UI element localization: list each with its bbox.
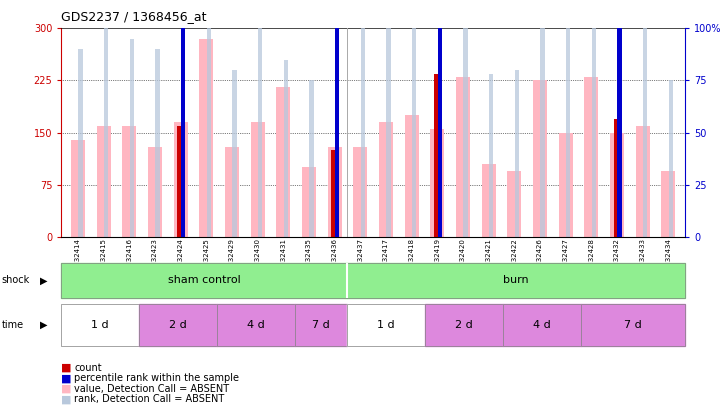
Bar bbox=[207, 0, 211, 237]
Bar bbox=[217, 304, 295, 346]
Text: 2 d: 2 d bbox=[455, 320, 473, 330]
Bar bbox=[430, 129, 444, 237]
Text: shock: shock bbox=[1, 275, 30, 286]
Text: GDS2237 / 1368456_at: GDS2237 / 1368456_at bbox=[61, 10, 207, 23]
Bar bbox=[438, 0, 442, 237]
Bar bbox=[347, 304, 425, 346]
Bar bbox=[515, 70, 519, 237]
Bar bbox=[566, 0, 570, 237]
Bar bbox=[276, 87, 291, 237]
Text: 2 d: 2 d bbox=[169, 320, 187, 330]
Bar bbox=[581, 304, 685, 346]
Bar bbox=[482, 164, 495, 237]
Bar bbox=[584, 77, 598, 237]
Bar bbox=[404, 115, 419, 237]
Text: sham control: sham control bbox=[168, 275, 241, 286]
Text: ■: ■ bbox=[61, 373, 72, 383]
Bar bbox=[360, 0, 365, 237]
Bar bbox=[177, 126, 184, 237]
Text: 4 d: 4 d bbox=[533, 320, 551, 330]
Bar bbox=[347, 304, 425, 346]
Text: ▶: ▶ bbox=[40, 320, 47, 330]
Bar bbox=[425, 304, 503, 346]
Bar bbox=[61, 304, 139, 346]
Bar bbox=[635, 126, 650, 237]
Bar bbox=[295, 304, 347, 346]
Bar bbox=[309, 81, 314, 237]
Text: 7 d: 7 d bbox=[624, 320, 642, 330]
Bar bbox=[412, 0, 416, 237]
Bar bbox=[610, 133, 624, 237]
Bar bbox=[617, 0, 622, 237]
Bar bbox=[425, 304, 503, 346]
Text: ■: ■ bbox=[61, 363, 72, 373]
Bar bbox=[283, 60, 288, 237]
Bar bbox=[581, 304, 685, 346]
Bar bbox=[540, 0, 544, 237]
Bar bbox=[489, 74, 493, 237]
Bar bbox=[379, 122, 393, 237]
Text: percentile rank within the sample: percentile rank within the sample bbox=[74, 373, 239, 383]
Bar bbox=[353, 147, 367, 237]
Bar bbox=[507, 171, 521, 237]
Bar bbox=[614, 119, 620, 237]
Text: ▶: ▶ bbox=[40, 275, 47, 286]
Text: 7 d: 7 d bbox=[312, 320, 330, 330]
Text: ■: ■ bbox=[61, 394, 72, 404]
Bar bbox=[386, 0, 391, 237]
Text: rank, Detection Call = ABSENT: rank, Detection Call = ABSENT bbox=[74, 394, 224, 404]
Text: count: count bbox=[74, 363, 102, 373]
Bar bbox=[174, 122, 187, 237]
Bar bbox=[503, 304, 581, 346]
Text: burn: burn bbox=[503, 275, 528, 286]
Bar bbox=[643, 0, 647, 237]
Bar bbox=[347, 263, 685, 298]
Bar bbox=[592, 0, 596, 237]
Bar bbox=[104, 28, 108, 237]
Bar bbox=[181, 0, 185, 237]
Bar bbox=[434, 74, 441, 237]
Bar bbox=[148, 147, 162, 237]
Bar bbox=[123, 126, 136, 237]
Bar bbox=[327, 147, 342, 237]
Bar bbox=[71, 140, 85, 237]
Bar bbox=[464, 0, 468, 237]
Bar bbox=[217, 304, 295, 346]
Bar bbox=[335, 28, 340, 237]
Bar bbox=[97, 126, 111, 237]
Bar bbox=[61, 263, 347, 298]
Text: 1 d: 1 d bbox=[92, 320, 109, 330]
Bar bbox=[295, 304, 347, 346]
Bar bbox=[661, 171, 676, 237]
Bar bbox=[156, 49, 159, 237]
Bar bbox=[181, 0, 185, 237]
Text: 4 d: 4 d bbox=[247, 320, 265, 330]
Text: time: time bbox=[1, 320, 24, 330]
Bar bbox=[559, 133, 572, 237]
Bar bbox=[438, 0, 442, 237]
Text: 1 d: 1 d bbox=[377, 320, 395, 330]
Bar bbox=[533, 81, 547, 237]
Bar bbox=[335, 28, 340, 237]
Bar bbox=[225, 147, 239, 237]
Bar bbox=[332, 150, 338, 237]
Bar bbox=[258, 0, 262, 237]
Bar bbox=[130, 39, 134, 237]
Bar bbox=[302, 167, 316, 237]
Bar bbox=[139, 304, 217, 346]
Bar bbox=[251, 122, 265, 237]
Bar bbox=[668, 81, 673, 237]
Bar bbox=[232, 70, 236, 237]
Bar bbox=[61, 304, 139, 346]
Text: value, Detection Call = ABSENT: value, Detection Call = ABSENT bbox=[74, 384, 229, 394]
Bar bbox=[79, 49, 83, 237]
Bar bbox=[617, 0, 622, 237]
Bar bbox=[199, 39, 213, 237]
Bar bbox=[456, 77, 470, 237]
Bar bbox=[503, 304, 581, 346]
Text: ■: ■ bbox=[61, 384, 72, 394]
Bar bbox=[139, 304, 217, 346]
